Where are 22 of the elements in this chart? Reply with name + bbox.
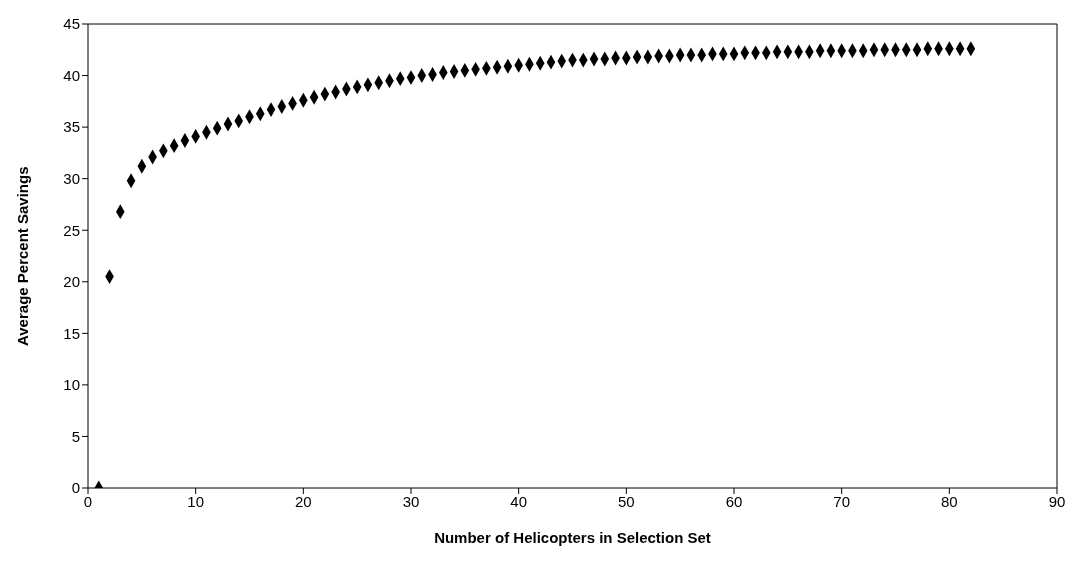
x-tick-label: 60	[725, 492, 743, 510]
y-tick-label: 30	[63, 169, 80, 187]
x-axis-title: Number of Helicopters in Selection Set	[434, 529, 711, 546]
y-axis-title: Average Percent Savings	[14, 166, 32, 346]
x-tick-label: 70	[833, 492, 851, 510]
y-tick-label: 20	[63, 273, 80, 291]
y-tick-label: 25	[63, 221, 80, 239]
y-tick-label: 35	[63, 118, 80, 136]
x-tick-label: 40	[510, 492, 528, 510]
y-tick-label: 40	[63, 66, 80, 84]
y-tick-label: 15	[63, 324, 80, 342]
x-tick-label: 80	[940, 492, 958, 510]
x-tick-label: 0	[83, 492, 93, 510]
x-tick-label: 50	[617, 492, 635, 510]
x-tick-label: 30	[402, 492, 420, 510]
y-tick-label: 5	[71, 427, 80, 445]
x-tick-label: 20	[294, 492, 312, 510]
x-tick-label: 10	[187, 492, 205, 510]
y-tick-label: 0	[71, 479, 80, 497]
y-tick-label: 45	[63, 15, 80, 33]
y-tick-label: 10	[63, 376, 80, 394]
x-tick-label: 90	[1048, 492, 1066, 510]
